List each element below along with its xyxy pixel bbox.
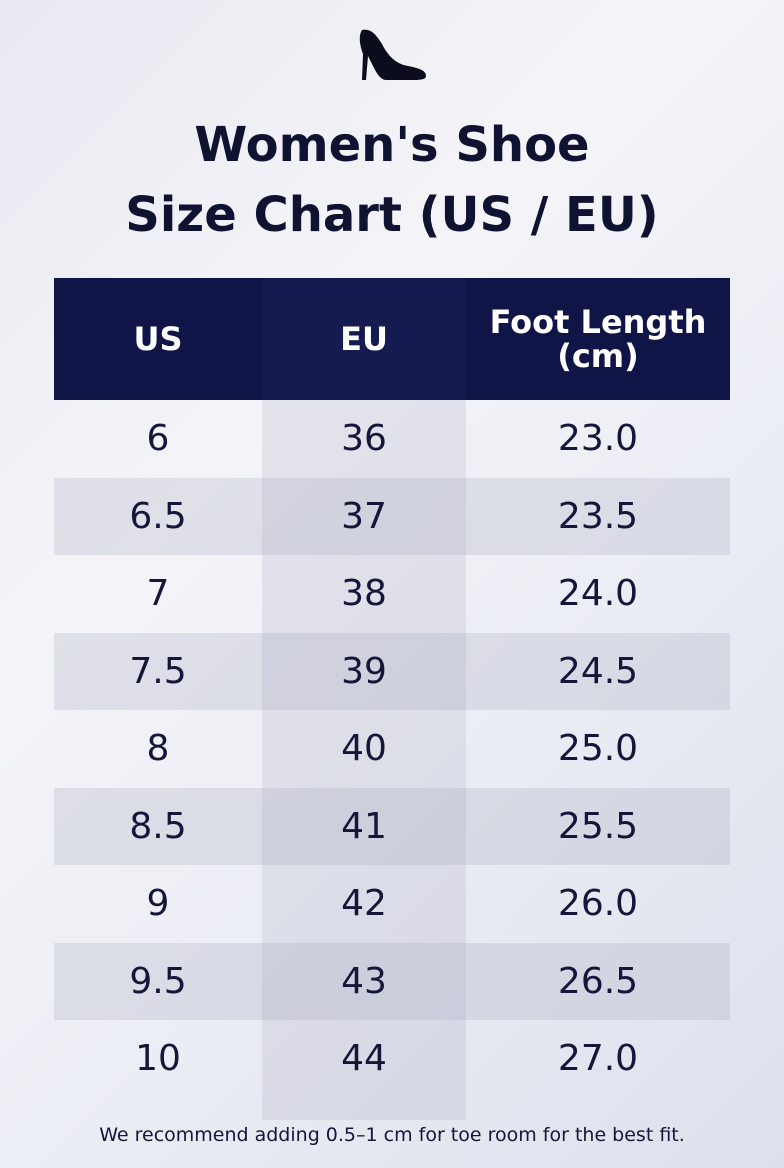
table-row: 9.5 43 26.5 [54,942,730,1020]
cell-foot-length: 24.5 [557,650,639,692]
fit-footnote: We recommend adding 0.5–1 cm for toe roo… [99,1124,685,1146]
cell-us: 9.5 [129,960,187,1002]
cell-eu: 43 [341,960,387,1002]
table-row: 7.5 39 24.5 [54,632,730,710]
cell-foot-length: 23.0 [557,418,639,460]
cell-eu: 42 [341,883,387,925]
header-us: US [133,320,183,358]
cell-eu: 40 [341,728,387,770]
cell-us: 9 [146,883,170,925]
table-row: 9 42 26.0 [54,865,730,943]
header-foot-length: Foot Length (cm) [466,278,730,400]
header-foot-length-line-2: (cm) [557,337,639,375]
title-line-1: Women's Shoe [194,117,590,173]
header-eu: EU [262,278,466,400]
cell-foot-length: 25.5 [557,805,639,847]
size-table: US EU Foot Length (cm) 6 36 23.0 6.5 37 23.5 7… [54,278,730,1098]
table-row: 8 40 25.0 [54,710,730,788]
cell-eu: 37 [341,495,387,537]
cell-us: 10 [135,1038,181,1080]
cell-us: 7 [146,573,170,615]
table-row: 7 38 24.0 [54,555,730,633]
cell-foot-length: 24.0 [557,573,639,615]
cell-us: 8.5 [129,805,187,847]
title-line-2: Size Chart (US / EU) [125,187,659,243]
table-row: 6.5 37 23.5 [54,477,730,555]
table-header: US EU Foot Length (cm) [54,278,730,400]
cell-foot-length: 27.0 [557,1038,639,1080]
cell-eu: 39 [341,650,387,692]
cell-us: 6 [146,418,170,460]
high-heel-shoe-icon [359,29,426,80]
cell-foot-length: 25.0 [557,728,639,770]
cell-us: 7.5 [129,650,187,692]
header-foot-length-line-1: Foot Length [489,303,707,341]
table-row: 6 36 23.0 [54,400,730,478]
cell-eu: 44 [341,1038,387,1080]
cell-foot-length: 26.0 [557,883,639,925]
table-row: 10 44 27.0 [54,1020,730,1098]
cell-eu: 41 [341,805,387,847]
cell-us: 6.5 [129,495,187,537]
cell-foot-length: 26.5 [557,960,639,1002]
cell-us: 8 [146,728,170,770]
cell-eu: 36 [341,418,387,460]
cell-foot-length: 23.5 [557,495,639,537]
table-row: 8.5 41 25.5 [54,787,730,865]
page-title: Women's Shoe Size Chart (US / EU) [0,110,784,250]
cell-eu: 38 [341,573,387,615]
table-body: 6 36 23.0 6.5 37 23.5 7 38 24.0 7.5 39 24.5 8 40 25.0 8… [54,400,730,1098]
